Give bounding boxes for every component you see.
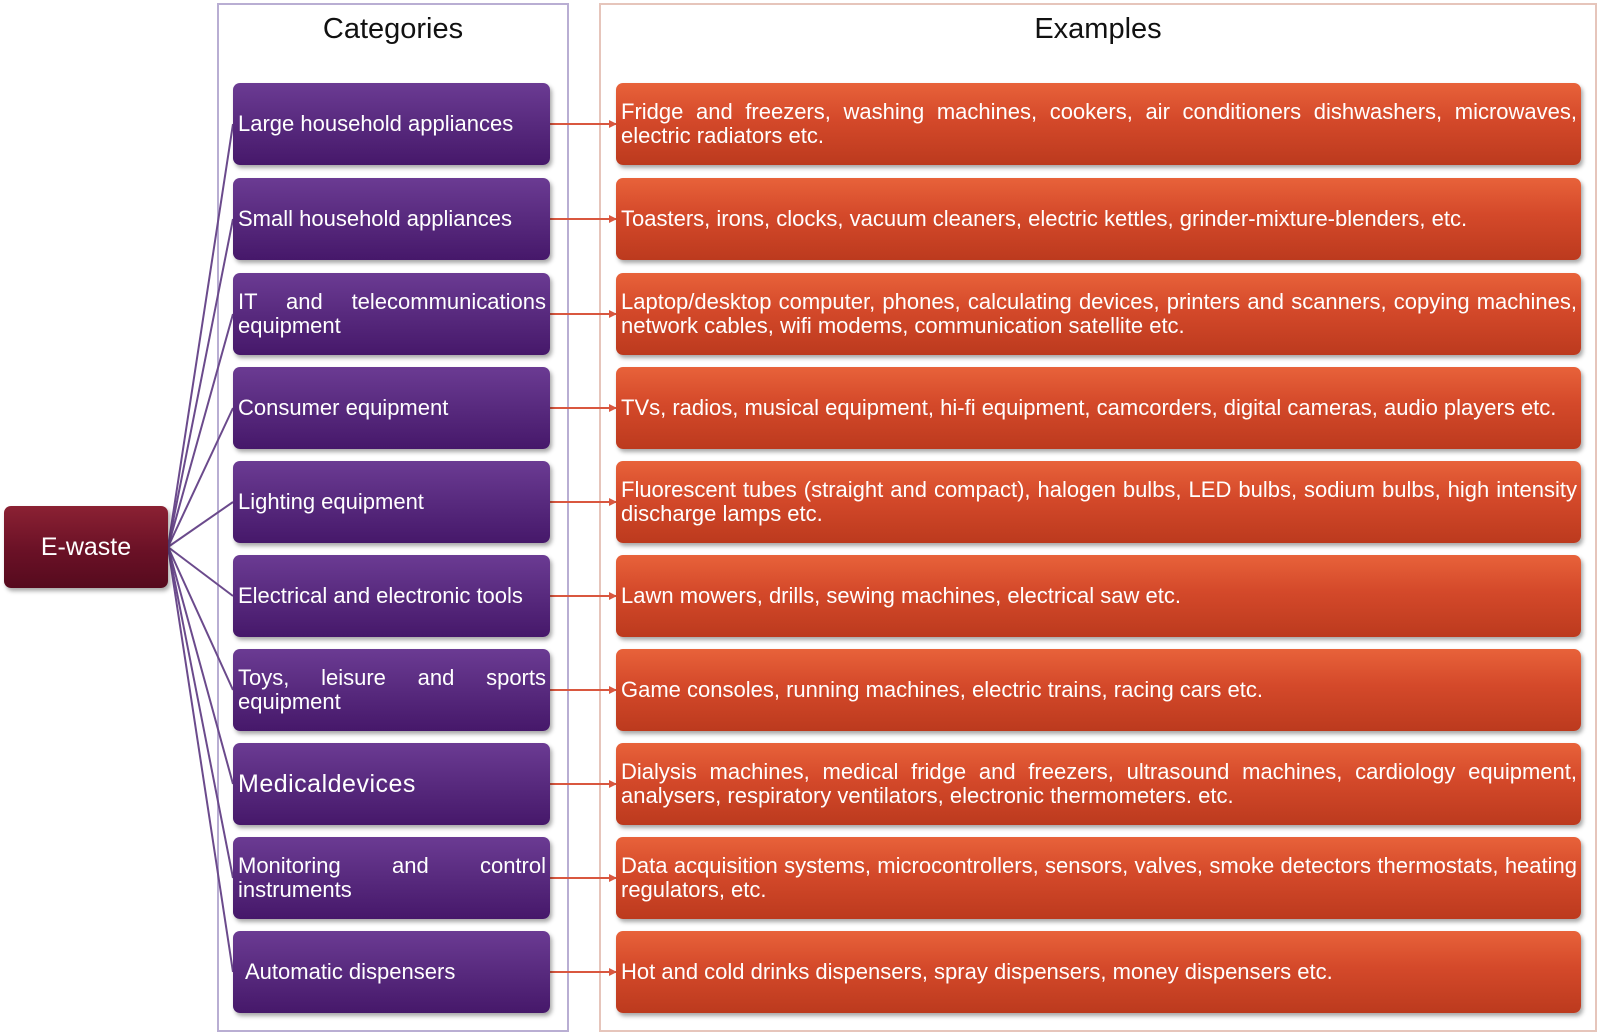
fan-line-3 (167, 313, 234, 548)
examples-text: TVs, radios, musical equipment, hi-fi eq… (621, 395, 1557, 420)
category-label: Electrical and electronic tools (238, 583, 523, 608)
fan-line-2 (167, 218, 234, 548)
category-box-large-household: Large household appliances (233, 83, 550, 165)
examples-box-consumer: TVs, radios, musical equipment, hi-fi eq… (616, 367, 1581, 449)
examples-box-toys: Game consoles, running machines, electri… (616, 649, 1581, 731)
category-box-medical: Medicaldevices (233, 743, 550, 825)
examples-text: Data acquisition systems, microcontrolle… (621, 853, 1577, 902)
category-label: Automatic dispensers (245, 959, 456, 984)
category-label: Consumer equipment (238, 395, 449, 420)
examples-box-small-household: Toasters, irons, clocks, vacuum cleaners… (616, 178, 1581, 260)
examples-text: Fluorescent tubes (straight and compact)… (621, 477, 1577, 526)
fan-line-9 (167, 546, 234, 879)
examples-text: Dialysis machines, medical fridge and fr… (621, 759, 1577, 808)
fan-lines (167, 123, 234, 973)
examples-text: Lawn mowers, drills, sewing machines, el… (621, 583, 1181, 608)
examples-box-large-household: Fridge and freezers, washing machines, c… (616, 83, 1581, 165)
examples-text: Hot and cold drinks dispensers, spray di… (621, 959, 1333, 984)
category-label: IT and telecommunications equipment (238, 289, 546, 338)
examples-text: Fridge and freezers, washing machines, c… (621, 99, 1577, 148)
category-label: Toys, leisure and sports equipment (238, 665, 546, 714)
examples-text: Laptop/desktop computer, phones, calcula… (621, 289, 1577, 338)
fan-line-5 (167, 501, 234, 548)
category-box-monitoring: Monitoring and control instruments (233, 837, 550, 919)
e-waste-root-node: E-waste (4, 506, 168, 588)
fan-line-6 (167, 546, 234, 597)
fan-line-7 (167, 546, 234, 691)
categories-header: Categories (322, 13, 464, 45)
examples-text: Game consoles, running machines, electri… (621, 677, 1263, 702)
fan-line-4 (167, 407, 234, 548)
examples-header: Examples (1034, 13, 1162, 45)
category-box-lighting: Lighting equipment (233, 461, 550, 543)
fan-line-10 (167, 546, 234, 973)
examples-box-it-telecom: Laptop/desktop computer, phones, calcula… (616, 273, 1581, 355)
examples-box-tools: Lawn mowers, drills, sewing machines, el… (616, 555, 1581, 637)
category-box-it-telecom: IT and telecommunications equipment (233, 273, 550, 355)
category-label: Monitoring and control instruments (238, 853, 546, 902)
fan-line-1 (167, 123, 234, 548)
row-arrows (550, 120, 617, 976)
examples-box-medical: Dialysis machines, medical fridge and fr… (616, 743, 1581, 825)
category-label: Lighting equipment (238, 489, 424, 514)
categories-column: Categories (217, 3, 569, 1032)
category-box-tools: Electrical and electronic tools (233, 555, 550, 637)
category-label: Large household appliances (238, 111, 514, 136)
examples-box-monitoring: Data acquisition systems, microcontrolle… (616, 837, 1581, 919)
category-box-dispensers: Automatic dispensers (233, 931, 550, 1013)
category-box-small-household: Small household appliances (233, 178, 550, 260)
examples-box-dispensers: Hot and cold drinks dispensers, spray di… (616, 931, 1581, 1013)
category-box-consumer: Consumer equipment (233, 367, 550, 449)
category-label: Small household appliances (238, 206, 512, 231)
examples-text: Toasters, irons, clocks, vacuum cleaners… (621, 206, 1468, 231)
examples-column: Examples (599, 3, 1597, 1032)
category-box-toys: Toys, leisure and sports equipment (233, 649, 550, 731)
category-label: Medicaldevices (238, 770, 416, 798)
fan-line-8 (167, 546, 234, 785)
examples-box-lighting: Fluorescent tubes (straight and compact)… (616, 461, 1581, 543)
